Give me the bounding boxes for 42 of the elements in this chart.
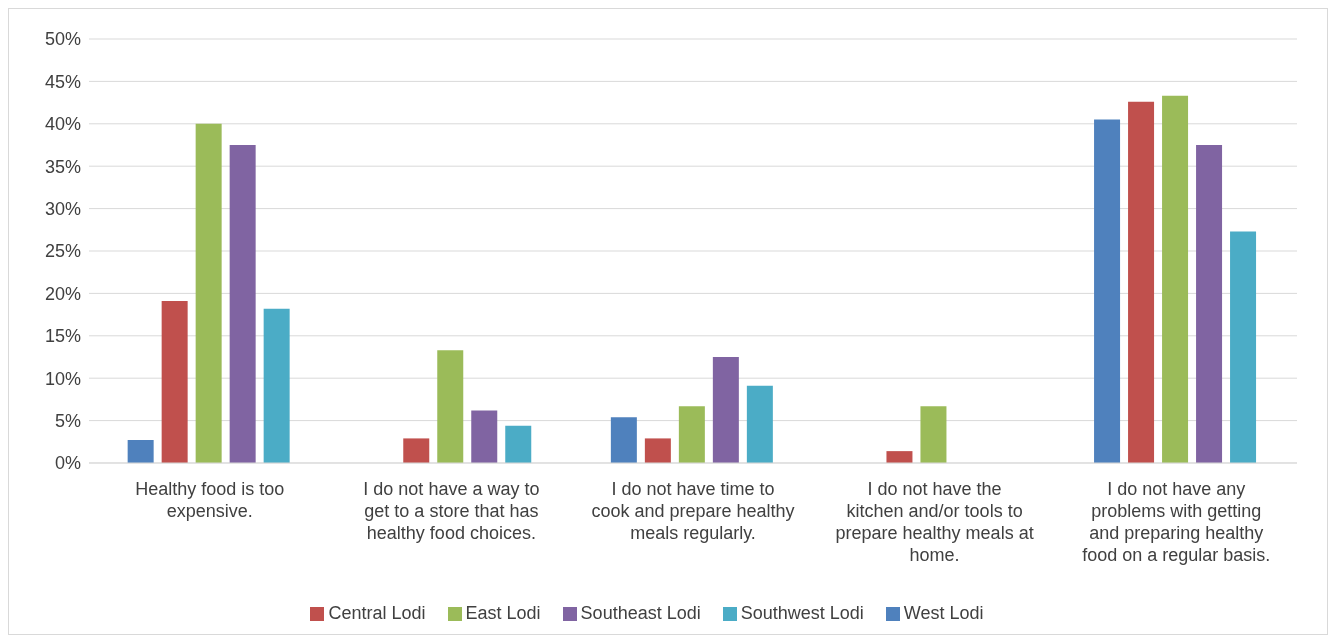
x-tick-label: I do not have time to cook and prepare healthy meals regularly. (591, 479, 795, 543)
y-tick-label: 20% (44, 283, 81, 304)
bar (920, 406, 947, 463)
bar (229, 145, 256, 463)
y-tick-label: 5% (54, 410, 81, 431)
bar (886, 451, 913, 463)
x-tick-label: Healthy food is too expensive. (135, 479, 285, 521)
bar (403, 438, 430, 463)
legend-label: East Lodi (465, 603, 541, 623)
bar (1196, 145, 1223, 463)
legend-label: Southeast Lodi (580, 603, 701, 623)
bar (263, 308, 290, 463)
bar (127, 440, 154, 463)
y-tick-label: 15% (44, 326, 81, 347)
x-tick-label: I do not have the kitchen and/or tools to prepare healthy meals at home. (835, 479, 1034, 565)
y-tick-label: 10% (44, 368, 81, 389)
bar (678, 406, 705, 463)
x-tick-label: I do not have a way to get to a store that has healthy food choices. (363, 479, 540, 543)
bar (712, 357, 739, 463)
bar (437, 350, 464, 463)
bar (1162, 95, 1189, 463)
y-tick-label: 40% (44, 114, 81, 135)
y-tick-label: 45% (44, 71, 81, 92)
bar (1128, 101, 1155, 463)
legend-label: Southwest Lodi (740, 603, 864, 623)
legend-label: West Lodi (903, 603, 984, 623)
x-tick-label: I do not have any problems with getting and preparing healthy food on a regular basis. (1082, 479, 1271, 565)
bar (644, 438, 671, 463)
y-tick-label: 30% (44, 198, 81, 219)
bar (746, 385, 773, 463)
bar (1094, 119, 1121, 463)
legend-label: Central Lodi (328, 603, 426, 623)
y-tick-label: 50% (44, 29, 81, 50)
bar (195, 123, 222, 463)
bar (1230, 231, 1257, 463)
bar (161, 301, 188, 463)
bar (610, 417, 637, 463)
y-tick-label: 35% (44, 156, 81, 177)
y-tick-label: 25% (44, 241, 81, 262)
bar (505, 425, 532, 463)
y-tick-label: 0% (54, 453, 81, 474)
bar (471, 410, 498, 463)
